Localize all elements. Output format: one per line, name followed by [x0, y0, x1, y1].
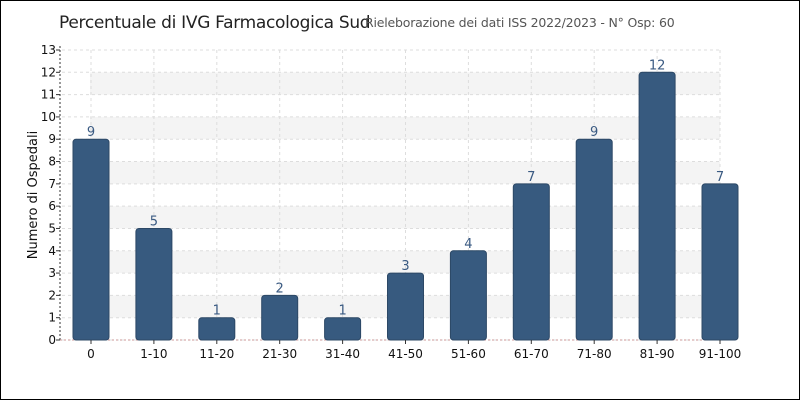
bar [135, 227, 173, 341]
bar-value-label: 1 [213, 304, 221, 319]
x-tick-label: 81-90 [640, 347, 675, 361]
bar-value-label: 7 [527, 170, 535, 185]
y-tick-label: 1 [48, 311, 56, 325]
bar [575, 138, 613, 341]
x-tick-label: 41-50 [388, 347, 423, 361]
bar-value-label: 5 [150, 214, 158, 229]
chart-subtitle: Rieleborazione dei dati ISS 2022/2023 - … [365, 15, 675, 30]
bar [449, 250, 487, 341]
grid-band [90, 72, 720, 95]
y-tick-label: 13 [41, 43, 56, 57]
bar-value-label: 1 [338, 304, 346, 319]
chart-title: Percentuale di IVG Farmacologica Sud [59, 13, 371, 33]
bar-value-label: 4 [464, 237, 472, 252]
bar [324, 317, 362, 341]
x-tick-label: 1-10 [140, 347, 167, 361]
y-tick-label: 5 [48, 221, 56, 235]
y-axis-label: Numero di Ospedali [26, 131, 41, 259]
bar-value-label: 3 [401, 259, 409, 274]
y-tick-label: 8 [48, 155, 56, 169]
y-tick-label: 4 [48, 244, 56, 258]
bar [512, 183, 550, 341]
x-tick-label: 11-20 [199, 347, 234, 361]
y-tick-label: 3 [48, 266, 56, 280]
y-tick-label: 10 [41, 110, 56, 124]
bar [387, 272, 424, 341]
bar-value-label: 2 [276, 281, 284, 296]
x-tick-label: 71-80 [577, 347, 612, 361]
bar-value-label: 9 [590, 125, 598, 140]
bar [638, 71, 676, 341]
y-tick-label: 6 [48, 199, 56, 213]
grid-band [90, 206, 720, 229]
bar-value-label: 12 [649, 58, 666, 73]
bar [261, 294, 299, 341]
y-tick-label: 9 [48, 132, 56, 146]
x-axis-ticks: 0 1-10 11-20 21-30 31-40 41-50 51-60 61-70 71-80… [87, 340, 741, 361]
bar [198, 317, 236, 341]
bar [72, 138, 110, 341]
x-tick-label: 21-30 [262, 347, 297, 361]
x-tick-label: 91-100 [699, 347, 742, 361]
y-tick-label: 7 [48, 177, 56, 191]
bar-value-label: 7 [716, 170, 724, 185]
bar [701, 183, 739, 341]
bar-value-label: 9 [87, 125, 95, 140]
x-tick-label: 51-60 [451, 347, 486, 361]
y-tick-label: 12 [41, 65, 56, 79]
y-tick-label: 11 [41, 88, 56, 102]
y-tick-label: 0 [48, 333, 56, 347]
x-tick-label: 61-70 [514, 347, 549, 361]
x-tick-label: 0 [87, 347, 95, 361]
y-tick-label: 2 [48, 288, 56, 302]
x-tick-label: 31-40 [325, 347, 360, 361]
